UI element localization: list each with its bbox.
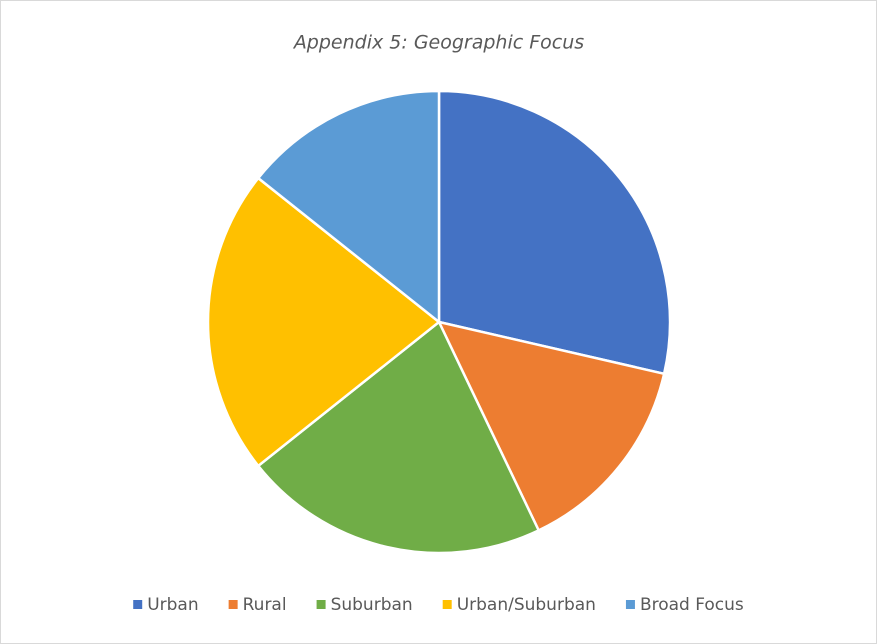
legend-swatch (133, 600, 143, 609)
legend-label: Suburban (331, 595, 413, 615)
pie-slice (256, 320, 541, 555)
pie-slice (256, 89, 441, 325)
legend-swatch (625, 600, 635, 609)
legend-label: Urban/Suburban (457, 595, 596, 615)
legend-label: Broad Focus (640, 595, 744, 615)
legend-label: Rural (243, 595, 287, 615)
legend-label: Urban (147, 595, 198, 615)
pie-slice (436, 320, 666, 533)
legend-swatch (228, 600, 238, 609)
legend-swatch (316, 600, 326, 609)
pie-slice (437, 89, 672, 376)
legend-swatch (442, 600, 452, 609)
chart-title: Appendix 5: Geographic Focus (292, 32, 584, 54)
pie-slice (206, 176, 442, 468)
